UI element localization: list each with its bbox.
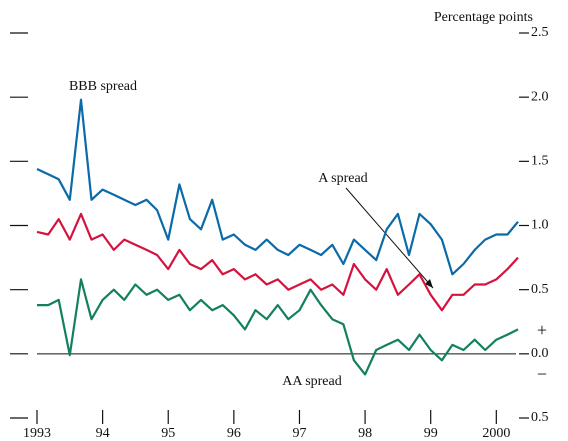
x-tick-label: 2000 (482, 426, 510, 441)
annotation-arrow (345, 187, 434, 289)
series-label: A spread (318, 171, 367, 186)
x-tick-label: 98 (358, 426, 372, 441)
y-tick-label: 0.0 (531, 346, 549, 361)
series-label: AA spread (282, 374, 342, 389)
sign-label: − (537, 364, 547, 384)
y-tick-label: 1.0 (531, 218, 549, 233)
y-axis-label: Percentage points (434, 10, 533, 25)
x-tick-label: 97 (292, 426, 306, 441)
y-tick-label: 2.0 (531, 89, 549, 104)
y-tick-label: 2.5 (531, 25, 549, 40)
arrow-head (425, 279, 433, 288)
series-line (37, 278, 519, 376)
x-tick-label: 99 (424, 426, 438, 441)
sign-label: + (537, 320, 547, 340)
x-tick-label: 96 (227, 426, 241, 441)
y-tick-label: 0.5 (531, 282, 549, 297)
y-tick-label: 1.5 (531, 154, 549, 169)
x-tick-label: 94 (96, 426, 110, 441)
y-tick-label: 0.5 (531, 410, 549, 425)
series-line (36, 98, 519, 276)
series-label: BBB spread (69, 79, 137, 94)
x-tick-label: 95 (161, 426, 175, 441)
x-tick-label: 1993 (23, 426, 51, 441)
series-line (36, 212, 519, 312)
